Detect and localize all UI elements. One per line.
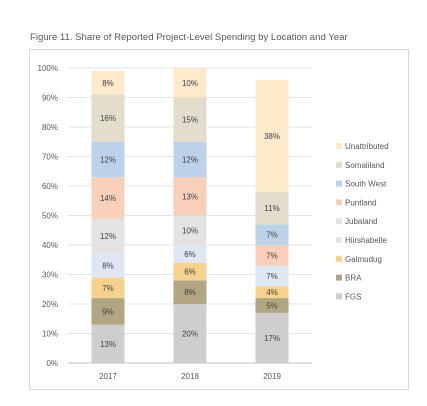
bar-segment [173,245,207,263]
bar-segment [255,224,289,245]
bar-segment [173,177,207,216]
legend-label: BRA [345,274,362,283]
y-tick-label: 100% [38,64,58,73]
legend-swatch [336,237,342,243]
bar-segment [255,312,289,363]
legend: Unattributed Somaliland South West Puntland… [336,142,389,301]
bar-segment [173,97,207,142]
bar-segment [91,218,125,254]
legend-label: Jubaland [345,217,377,226]
y-tick-label: 20% [42,300,58,309]
data-label: 38% [264,132,280,141]
y-axis-ticks: 0% 10% 20% 30% 40% 50% 60% 70% 80% 90% 100% [38,64,58,368]
bar-segment [255,286,289,299]
data-label: 12% [100,155,116,164]
bar-segment [255,191,289,225]
y-tick-label: 0% [46,359,58,368]
y-tick-label: 60% [42,182,58,191]
data-labels: 13% 9% 7% 8% 12% 14% 12% 16% 8% 20% 8% 6% 6% 10% 13% 12… [100,79,280,349]
bar-segment [173,68,207,98]
legend-swatch [336,161,342,168]
legend-label: Unattributed [345,142,389,151]
bar-segment [91,324,125,363]
data-label: 4% [266,288,278,297]
data-label: 8% [102,262,114,271]
legend-swatch [336,199,342,206]
x-tick-label: 2017 [99,372,117,381]
bars [91,68,289,363]
legend-label: Hiirshabelle [345,236,387,245]
bar-segment [255,298,289,313]
bar-segment [91,277,125,299]
data-label: 7% [266,231,278,240]
y-tick-label: 50% [42,212,58,221]
data-label: 13% [100,340,116,349]
bar-segment [91,177,125,219]
data-label: 10% [182,79,198,88]
data-label: 20% [182,330,198,339]
data-label: 15% [182,116,198,125]
legend-label: Somaliland [345,161,385,170]
bar-segment [173,304,207,363]
data-label: 7% [102,284,114,293]
data-label: 13% [182,192,198,201]
bar-segment [173,215,207,245]
y-tick-label: 80% [42,123,58,132]
chart-title: Figure 11. Share of Reported Project-Lev… [30,32,348,43]
x-tick-label: 2019 [263,372,281,381]
data-label: 12% [182,155,198,164]
bar-segment [91,94,125,142]
bar-segment [91,141,125,178]
bar-segment [173,262,207,281]
y-tick-label: 90% [42,94,58,103]
bar-segment [91,298,125,325]
legend-label: FGS [345,292,361,301]
legend-swatch [336,274,342,281]
y-tick-label: 10% [42,330,58,339]
legend-swatch [336,180,342,187]
legend-swatch [336,255,342,262]
data-label: 8% [184,288,196,297]
data-label: 8% [102,79,114,88]
bar-segment [173,141,207,178]
y-tick-label: 30% [42,271,58,280]
bar-segment [255,245,289,266]
data-label: 10% [182,226,198,235]
data-label: 17% [264,334,280,343]
bar-segment [91,70,125,95]
bar-segment [91,253,125,278]
legend-swatch [336,218,342,225]
data-label: 6% [184,268,196,277]
data-label: 5% [266,301,278,310]
data-label: 11% [264,204,279,213]
y-tick-label: 70% [42,153,58,162]
data-label: 14% [100,194,116,203]
legend-swatch [336,143,342,149]
data-label: 6% [184,250,196,259]
legend-label: Galmudug [345,255,382,264]
data-label: 7% [266,251,278,260]
x-tick-label: 2018 [181,372,199,381]
bar-segment [255,265,289,287]
x-axis-ticks: 2017 2018 2019 [99,372,281,381]
y-tick-label: 40% [42,241,58,250]
data-label: 7% [266,272,278,281]
legend-label: South West [345,180,387,189]
bar-segment [173,280,207,304]
legend-label: Puntland [345,198,377,207]
data-label: 16% [100,114,116,123]
data-label: 12% [100,232,116,241]
data-label: 9% [102,307,114,316]
legend-swatch [336,293,342,300]
bar-segment [255,79,289,192]
